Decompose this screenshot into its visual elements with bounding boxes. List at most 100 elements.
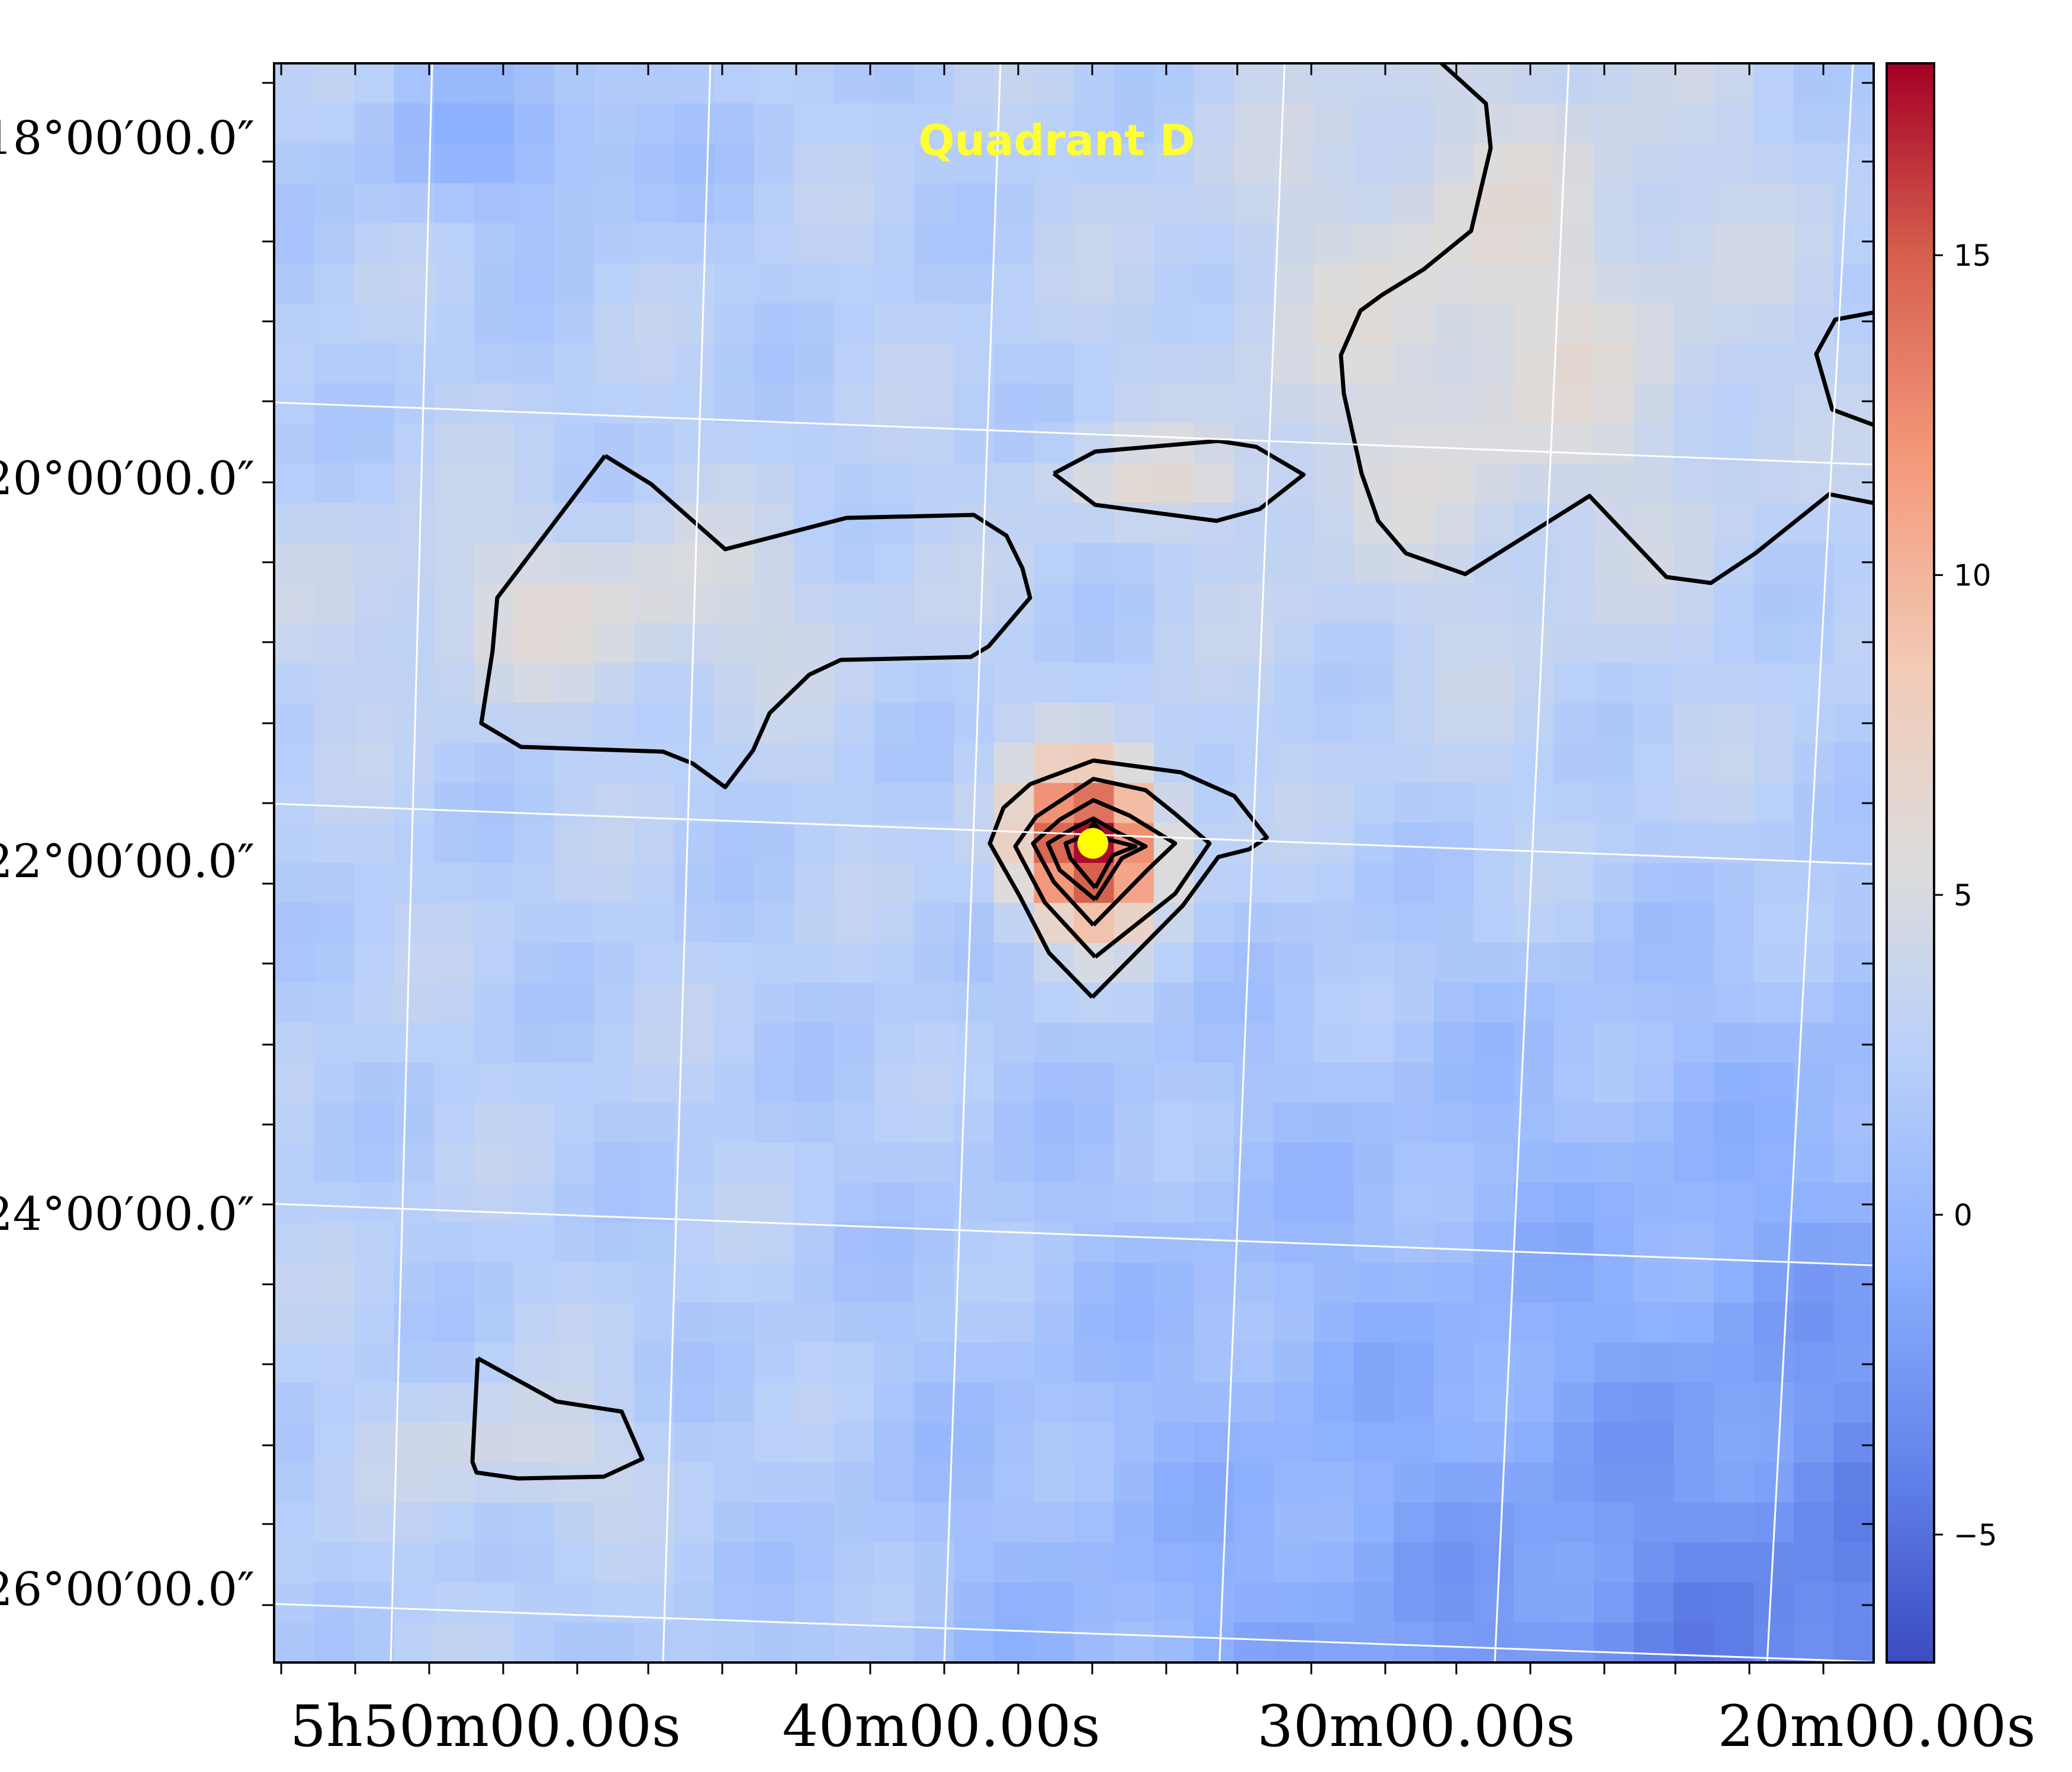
heatmap-cell (394, 623, 435, 663)
heatmap-cell (1473, 623, 1514, 663)
heatmap-cell (354, 1462, 395, 1503)
heatmap-cell (1473, 583, 1514, 624)
heatmap-cell (1674, 943, 1714, 984)
heatmap-cell (514, 1582, 555, 1623)
heatmap-cell (1353, 1342, 1394, 1383)
heatmap-cell (1754, 823, 1794, 864)
heatmap-cell (354, 503, 395, 544)
heatmap-cell (1433, 1303, 1474, 1344)
heatmap-cell (1633, 463, 1674, 504)
heatmap-cell (674, 1023, 715, 1064)
grid-line (274, 401, 1874, 466)
heatmap-cell (1314, 503, 1354, 544)
heatmap-cell (633, 1542, 674, 1583)
heatmap-cell (1594, 1183, 1635, 1223)
heatmap-cell (874, 1622, 915, 1663)
heatmap-cell (913, 1023, 954, 1064)
heatmap-cell (954, 1262, 995, 1303)
heatmap-cell (1234, 863, 1275, 904)
heatmap-cell (1754, 1023, 1794, 1064)
heatmap-cell (1273, 1262, 1314, 1303)
grid-line (1218, 63, 1286, 1663)
heatmap-cell (633, 982, 674, 1023)
heatmap-cell (1594, 463, 1635, 504)
heatmap-cell (274, 263, 315, 304)
heatmap-cell (1793, 823, 1834, 864)
heatmap-cell (754, 1462, 794, 1503)
heatmap-cell (1193, 143, 1234, 184)
heatmap-cell (434, 1303, 475, 1344)
heatmap-cell (1273, 63, 1314, 104)
heatmap-cell (1273, 223, 1314, 264)
heatmap-cell (1314, 982, 1354, 1023)
heatmap-cell (1234, 982, 1275, 1023)
heatmap-cell (394, 1502, 435, 1543)
heatmap-cell (794, 782, 835, 823)
heatmap-cell (993, 1342, 1034, 1383)
heatmap-cell (1193, 943, 1234, 984)
heatmap-cell (594, 1383, 635, 1423)
heatmap-cell (1394, 303, 1434, 344)
heatmap-cell (474, 303, 514, 344)
heatmap-cell (1833, 1142, 1874, 1183)
heatmap-cell (754, 743, 794, 784)
heatmap-cell (1394, 1383, 1434, 1423)
heatmap-cell (594, 143, 635, 184)
heatmap-cell (1074, 1582, 1115, 1623)
heatmap-cell (554, 63, 594, 104)
heatmap-cell (1833, 583, 1874, 624)
heatmap-cell (1553, 1183, 1594, 1223)
heatmap-cell (1433, 1542, 1474, 1583)
heatmap-cell (594, 1142, 635, 1183)
heatmap-cell (594, 1502, 635, 1543)
heatmap-cell (674, 223, 715, 264)
heatmap-cell (1433, 103, 1474, 144)
heatmap-cell (874, 782, 915, 823)
heatmap-cell (1473, 423, 1514, 463)
heatmap-cell (1353, 383, 1394, 424)
heatmap-cell (794, 1222, 835, 1263)
heatmap-cell (514, 1502, 555, 1543)
heatmap-cell (1433, 1422, 1474, 1463)
heatmap-cell (674, 982, 715, 1023)
heatmap-cell (394, 1383, 435, 1423)
heatmap-cell (954, 583, 995, 624)
heatmap-cell (1514, 543, 1555, 584)
heatmap-cell (1314, 223, 1354, 264)
heatmap-cell (354, 1222, 395, 1263)
heatmap-cell (1074, 1183, 1115, 1223)
heatmap-cell (1193, 1103, 1234, 1143)
heatmap-cell (794, 103, 835, 144)
heatmap-cell (913, 263, 954, 304)
heatmap-cell (1154, 223, 1195, 264)
heatmap-cell (754, 1502, 794, 1543)
heatmap-cell (1273, 1622, 1314, 1663)
heatmap-cell (1074, 63, 1115, 104)
heatmap-cell (474, 663, 514, 704)
heatmap-cell (1234, 1502, 1275, 1543)
heatmap-cell (554, 1142, 594, 1183)
heatmap-cell (633, 263, 674, 304)
heatmap-cell (474, 143, 514, 184)
heatmap-cell (954, 1342, 995, 1383)
heatmap-cell (1193, 1142, 1234, 1183)
heatmap-cell (1674, 1103, 1714, 1143)
source-marker (1077, 828, 1108, 859)
heatmap-cell (1394, 1222, 1434, 1263)
heatmap-cell (794, 1422, 835, 1463)
heatmap-cell (913, 1342, 954, 1383)
heatmap-cell (674, 1542, 715, 1583)
heatmap-cell (1633, 383, 1674, 424)
heatmap-cell (1114, 463, 1154, 504)
heatmap-cell (1353, 343, 1394, 384)
heatmap-cell (1193, 303, 1234, 344)
colorbar-tick-label: 10 (1954, 559, 1991, 593)
heatmap-cell (834, 583, 874, 624)
heatmap-cell (954, 943, 995, 984)
heatmap-cell (834, 1262, 874, 1303)
heatmap-cell (874, 1142, 915, 1183)
heatmap-cell (1273, 1062, 1314, 1103)
heatmap-cell (354, 383, 395, 424)
heatmap-cell (1594, 663, 1635, 704)
heatmap-cell (714, 1142, 755, 1183)
